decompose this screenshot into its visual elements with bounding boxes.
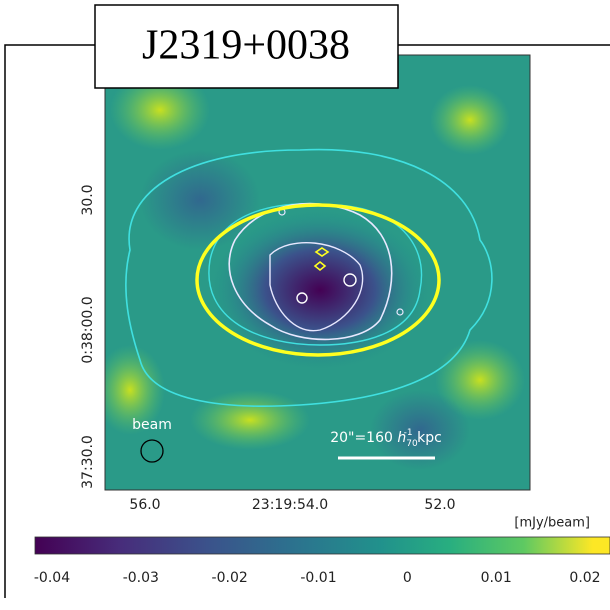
colorbar-tick-label: 0 — [403, 570, 412, 586]
x-tick-label: 56.0 — [129, 497, 160, 513]
title: J2319+0038 — [142, 23, 350, 69]
colorbar-tick-label: -0.04 — [34, 570, 70, 586]
title-box — [94, 4, 399, 89]
y-tick-label: 0:38:00.0 — [80, 296, 96, 363]
colorbar-tick-label: -0.02 — [212, 570, 248, 586]
colorbar-tick-label: -0.01 — [300, 570, 336, 586]
colorbar-tick-label: -0.03 — [123, 570, 159, 586]
colorbar-unit: [mJy/beam] — [514, 516, 590, 531]
colorbar-tick-label: 0.01 — [481, 570, 512, 586]
colorbar — [34, 536, 610, 555]
x-tick-label: 52.0 — [424, 497, 455, 513]
x-tick-label: 23:19:54.0 — [252, 497, 328, 513]
y-tick-label: 37:30.0 — [80, 435, 96, 489]
frame — [4, 44, 610, 598]
x-ticks: 56.0 23:19:54.0 52.0 — [129, 497, 455, 513]
colorbar-ticks: -0.04 -0.03 -0.02 -0.01 0 0.01 0.02 — [34, 570, 601, 586]
y-ticks: 30.0 0:38:00.0 37:30.0 — [80, 184, 96, 488]
colorbar-tick-label: 0.02 — [569, 570, 600, 586]
map — [105, 55, 530, 490]
y-tick-label: 30.0 — [80, 184, 96, 215]
scale-bar-label: 20"=160 h70-1 kpc — [330, 428, 442, 449]
beam-label: beam — [132, 417, 172, 433]
